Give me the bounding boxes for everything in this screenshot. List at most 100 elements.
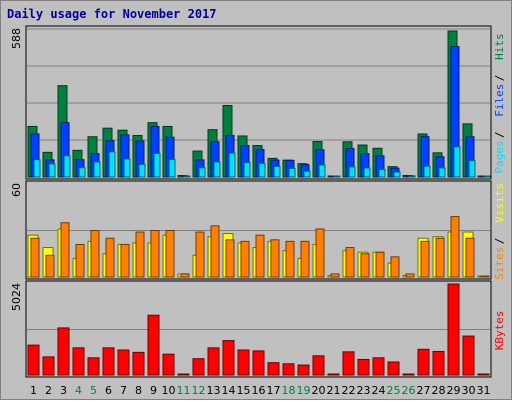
bar-kbytes-day-28 — [432, 350, 445, 376]
bar-sites-day-26 — [405, 273, 415, 278]
bar-kbytes-day-11 — [177, 373, 190, 376]
day-label-20: 20 — [312, 384, 326, 397]
bar-sites-day-15 — [240, 240, 250, 278]
bar-kbytes-day-23 — [357, 358, 370, 376]
bar-kbytes-day-13 — [207, 347, 220, 376]
bar-kbytes-day-21 — [327, 373, 340, 376]
day-label-12: 12 — [192, 384, 206, 397]
bar-sites-day-24 — [375, 251, 385, 278]
panel-3-max-label: 5024 — [10, 283, 23, 311]
bar-sites-day-16 — [255, 234, 265, 278]
day-label-2: 2 — [45, 384, 52, 397]
legend-visits: Visits — [493, 183, 506, 223]
day-label-5: 5 — [90, 384, 97, 397]
bar-pages-day-26 — [408, 175, 416, 178]
bar-kbytes-day-4 — [72, 347, 85, 376]
bar-pages-day-13 — [213, 161, 221, 178]
bar-kbytes-day-5 — [87, 357, 100, 376]
bar-sites-day-17 — [270, 239, 280, 278]
chart-title: Daily usage for November 2017 — [7, 7, 217, 21]
bar-kbytes-day-7 — [117, 349, 130, 376]
bar-kbytes-day-18 — [282, 363, 295, 376]
day-label-8: 8 — [135, 384, 142, 397]
legend-pages: Pages — [493, 140, 506, 173]
bar-pages-day-22 — [348, 166, 356, 178]
bar-sites-day-27 — [420, 240, 430, 278]
bar-sites-day-6 — [105, 237, 115, 278]
day-label-14: 14 — [222, 384, 236, 397]
bar-kbytes-day-1 — [27, 344, 40, 376]
bar-sites-day-22 — [345, 247, 355, 278]
bar-kbytes-day-20 — [312, 355, 325, 376]
bar-pages-day-6 — [108, 151, 116, 178]
bar-pages-day-28 — [438, 167, 446, 178]
legend-separator: / — [493, 131, 506, 138]
bar-kbytes-day-26 — [402, 373, 415, 376]
bar-pages-day-8 — [138, 163, 146, 178]
day-label-28: 28 — [432, 384, 446, 397]
bar-sites-day-31 — [480, 275, 490, 278]
day-label-27: 27 — [417, 384, 431, 397]
day-label-30: 30 — [462, 384, 476, 397]
bar-kbytes-day-31 — [477, 373, 490, 376]
bar-sites-day-23 — [360, 253, 370, 278]
day-label-1: 1 — [30, 384, 37, 397]
bar-pages-day-1 — [33, 159, 41, 178]
bar-pages-day-2 — [48, 163, 56, 178]
bar-pages-day-25 — [393, 171, 401, 178]
bar-kbytes-day-22 — [342, 351, 355, 376]
day-label-24: 24 — [372, 384, 386, 397]
bar-kbytes-day-6 — [102, 347, 115, 376]
bar-pages-day-14 — [228, 152, 236, 178]
day-label-17: 17 — [267, 384, 281, 397]
bar-sites-day-5 — [90, 230, 100, 278]
bar-sites-day-21 — [330, 273, 340, 278]
bar-sites-day-7 — [120, 243, 130, 278]
bar-pages-day-18 — [288, 167, 296, 178]
bar-pages-day-19 — [303, 170, 311, 178]
bar-pages-day-7 — [123, 158, 131, 178]
bar-sites-day-29 — [450, 216, 460, 278]
bar-sites-day-18 — [285, 240, 295, 278]
bar-pages-day-15 — [243, 162, 251, 178]
day-label-23: 23 — [357, 384, 371, 397]
day-label-21: 21 — [327, 384, 341, 397]
bar-pages-day-5 — [93, 161, 101, 178]
legend-kbytes: KBytes — [493, 311, 506, 351]
bar-kbytes-day-16 — [252, 350, 265, 376]
bar-sites-day-10 — [165, 230, 175, 278]
bar-kbytes-day-19 — [297, 364, 310, 376]
legend-files: Files — [493, 84, 506, 117]
bar-pages-day-16 — [258, 162, 266, 178]
bar-sites-day-28 — [435, 237, 445, 278]
bar-kbytes-day-14 — [222, 340, 235, 376]
bar-pages-day-21 — [333, 175, 341, 178]
day-label-11: 11 — [177, 384, 191, 397]
bar-pages-day-9 — [153, 152, 161, 178]
bar-pages-day-12 — [198, 167, 206, 178]
bar-sites-day-11 — [180, 273, 190, 278]
bar-pages-day-3 — [63, 155, 71, 178]
bar-kbytes-day-2 — [42, 356, 55, 376]
bar-sites-day-2 — [45, 254, 55, 278]
legend-separator: / — [493, 75, 506, 82]
bar-sites-day-25 — [390, 256, 400, 278]
bar-kbytes-day-15 — [237, 349, 250, 376]
bar-pages-day-20 — [318, 164, 326, 178]
bar-pages-day-24 — [378, 168, 386, 178]
bar-pages-day-17 — [273, 165, 281, 178]
bar-sites-day-12 — [195, 231, 205, 278]
bar-kbytes-day-29 — [447, 283, 460, 376]
legend-hits: Hits — [493, 33, 506, 60]
bar-sites-day-30 — [465, 237, 475, 278]
day-label-10: 10 — [162, 384, 176, 397]
bar-pages-day-10 — [168, 158, 176, 178]
day-label-6: 6 — [105, 384, 112, 397]
legend-separator: / — [493, 238, 506, 245]
day-label-15: 15 — [237, 384, 251, 397]
bar-sites-day-19 — [300, 240, 310, 278]
day-label-4: 4 — [75, 384, 82, 397]
bar-sites-day-13 — [210, 225, 220, 278]
